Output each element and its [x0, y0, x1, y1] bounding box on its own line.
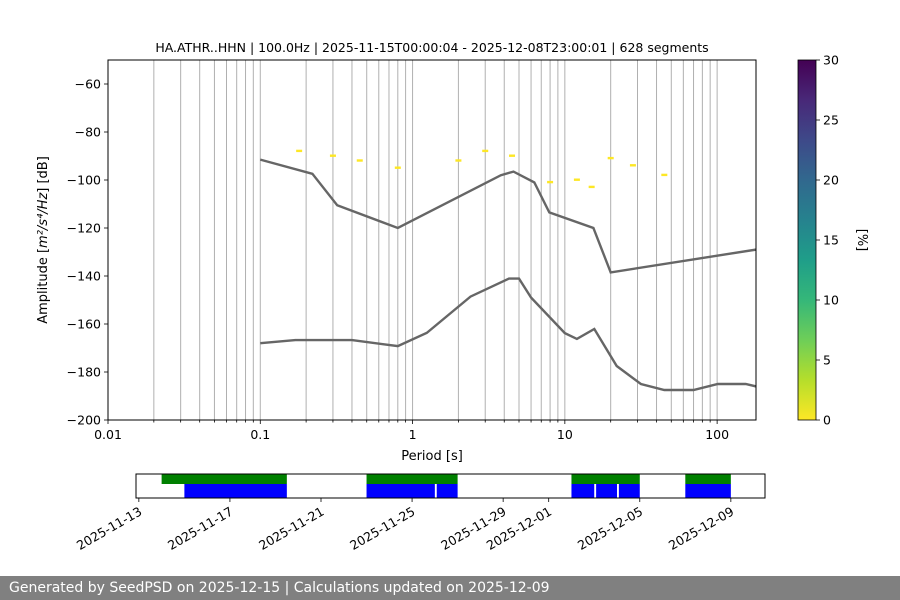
heatmap-cell [482, 149, 489, 153]
y-tick-label: −180 [67, 365, 101, 380]
timeline-date-label: 2025-12-09 [666, 504, 736, 553]
colorbar-tick-label: 20 [823, 173, 839, 188]
heatmap-cell [455, 159, 462, 162]
x-tick-label: 0.1 [250, 427, 270, 442]
availability-blue-bar [685, 484, 731, 498]
y-tick-label: −140 [67, 269, 101, 284]
timeline-date-label: 2025-12-05 [575, 504, 645, 553]
y-axis-label: Amplitude [m²/s⁴/Hz] [dB] [36, 156, 51, 324]
x-tick-label: 1 [409, 427, 417, 442]
heatmap-cell [629, 164, 636, 167]
availability-green-bar [571, 474, 640, 484]
timeline-date-label: 2025-11-13 [74, 504, 144, 553]
footer-banner: Generated by SeedPSD on 2025-12-15 | Cal… [0, 576, 900, 600]
availability-blue-bar [571, 484, 595, 498]
availability-blue-bar [366, 484, 435, 498]
availability-blue-bar [184, 484, 287, 498]
availability-blue-bar [596, 484, 617, 498]
colorbar-tick-label: 15 [823, 233, 839, 248]
timeline-date-label: 2025-11-21 [256, 504, 326, 553]
heatmap-cell [296, 149, 303, 153]
timeline-frame [135, 473, 766, 499]
heatmap-cell [394, 166, 401, 169]
timeline-date-ticks: 2025-11-13 2025-11-17 2025-11-21 2025-11-25… [74, 498, 736, 553]
nhnm-curve [259, 158, 756, 274]
x-tick-label: 0.01 [94, 427, 122, 442]
y-tick-label: −160 [67, 317, 101, 332]
heatmap-cell [588, 185, 595, 189]
heatmap-cell [661, 173, 668, 177]
x-tick-label: 10 [557, 427, 573, 442]
y-tick-label: −60 [75, 77, 101, 92]
y-axis-label-suffix: ] [dB] [36, 156, 51, 193]
data-availability-timeline [161, 474, 731, 498]
y-axis-label-prefix: Amplitude [ [36, 248, 51, 324]
heatmap-cell [509, 154, 516, 157]
x-tick-label: 100 [705, 427, 729, 442]
heatmap-cell [547, 180, 554, 184]
colorbar [797, 59, 817, 421]
x-axis-label: Period [s] [401, 449, 463, 464]
y-axis-ticks: −60 −80 −100 −120 −140 −160 −180 −200 [67, 77, 108, 428]
y-tick-label: −200 [67, 413, 101, 428]
vertical-grid [107, 60, 718, 420]
availability-blue-bar [618, 484, 640, 498]
heatmap-cell [607, 156, 614, 160]
timeline-date-label: 2025-11-17 [165, 504, 235, 553]
colorbar-tick-label: 0 [823, 413, 831, 428]
y-tick-label: −100 [67, 173, 101, 188]
availability-green-bar [685, 474, 731, 484]
availability-blue-bar [436, 484, 458, 498]
colorbar-tick-label: 30 [823, 53, 839, 68]
chart-title: HA.ATHR..HHN | 100.0Hz | 2025-11-15T00:0… [155, 40, 708, 55]
heatmap-cell [356, 159, 363, 162]
x-axis-ticks: 0.01 0.1 1 10 100 [94, 420, 729, 442]
y-axis-label-units: m²/s⁴/Hz [36, 192, 51, 248]
availability-green-bar [161, 474, 287, 484]
colorbar-label: [%] [854, 229, 869, 252]
nlnm-curve [260, 277, 756, 392]
availability-green-bar [366, 474, 458, 484]
plot-frame [107, 59, 757, 421]
colorbar-tick-label: 10 [823, 293, 839, 308]
heatmap-cell [573, 178, 580, 181]
noise-models [259, 158, 756, 392]
y-tick-label: −120 [67, 221, 101, 236]
psd-heatmap [296, 149, 668, 189]
colorbar-ticks: 0 5 10 15 20 25 30 [816, 53, 839, 428]
figure: HA.ATHR..HHN | 100.0Hz | 2025-11-15T00:0… [36, 40, 869, 553]
y-tick-label: −80 [75, 125, 101, 140]
colorbar-tick-label: 5 [823, 353, 831, 368]
heatmap-cell [329, 154, 336, 157]
colorbar-tick-label: 25 [823, 113, 839, 128]
timeline-date-label: 2025-11-25 [347, 504, 417, 553]
